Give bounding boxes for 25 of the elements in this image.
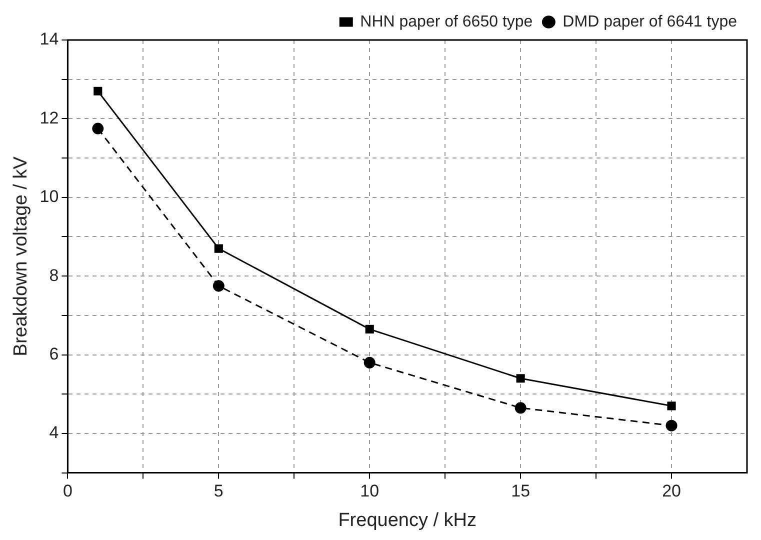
point xyxy=(514,402,526,414)
y-axis-title: Breakdown voltage / kV xyxy=(10,156,32,356)
x-tick-label: 0 xyxy=(62,482,72,501)
y-tick-label: 6 xyxy=(49,344,59,364)
y-tick-label: 4 xyxy=(49,423,59,442)
y-tick-label: 10 xyxy=(40,187,59,206)
point xyxy=(92,122,104,134)
x-tick-label: 10 xyxy=(360,482,380,501)
y-tick-label: 14 xyxy=(40,30,59,49)
point xyxy=(212,280,224,292)
x-tick-label: 15 xyxy=(511,482,530,501)
point xyxy=(364,356,376,368)
y-tick-label: 8 xyxy=(49,266,59,285)
point xyxy=(94,86,102,96)
x-tick-label: 5 xyxy=(214,482,224,501)
legend-label: DMD paper of 6641 type xyxy=(562,13,738,30)
x-axis-title: Frequency / kHz xyxy=(338,510,477,531)
legend-label: NHN paper of 6650 type xyxy=(360,13,533,30)
point xyxy=(214,244,223,253)
point xyxy=(516,374,525,383)
x-tick-label: 20 xyxy=(662,482,681,501)
y-tick-label: 12 xyxy=(40,108,59,128)
point xyxy=(666,420,678,432)
point xyxy=(365,324,374,334)
point xyxy=(667,402,676,410)
